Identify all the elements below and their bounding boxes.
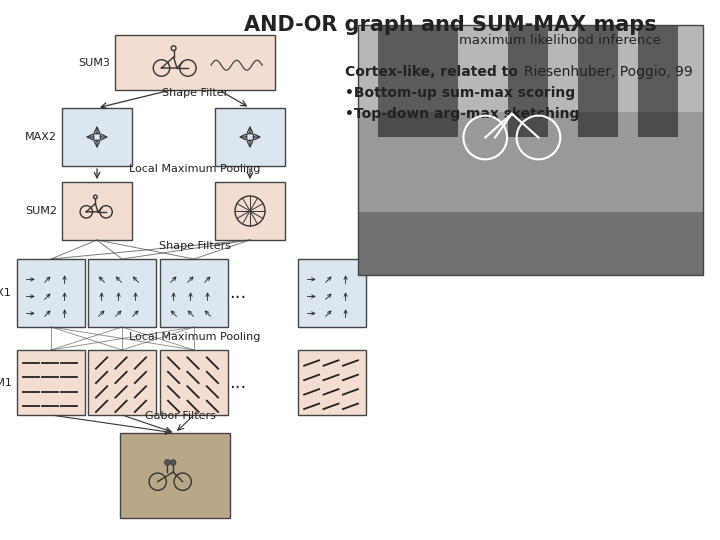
Text: SUM1: SUM1: [0, 377, 12, 388]
Text: maximum likelihood inference: maximum likelihood inference: [459, 34, 661, 47]
Bar: [88, 350, 156, 415]
Text: Shape Filter: Shape Filter: [162, 88, 228, 98]
Text: •Top-down arg-max sketching: •Top-down arg-max sketching: [345, 107, 580, 121]
Text: •Bottom-up sum-max scoring: •Bottom-up sum-max scoring: [345, 86, 575, 100]
Text: Local Maximum Pooling: Local Maximum Pooling: [130, 332, 261, 342]
Text: ...: ...: [230, 284, 247, 302]
Text: Cortex-like, related to: Cortex-like, related to: [345, 65, 523, 79]
Bar: [17, 350, 85, 415]
Text: MAX2: MAX2: [25, 132, 57, 142]
Text: SUM3: SUM3: [78, 57, 110, 68]
Bar: [17, 259, 85, 327]
Text: Riesenhuber, Poggio, 99: Riesenhuber, Poggio, 99: [524, 65, 693, 79]
Text: SUM2: SUM2: [25, 206, 57, 216]
Bar: [120, 433, 230, 518]
Bar: [215, 108, 285, 166]
Text: ...: ...: [230, 374, 247, 391]
Bar: [160, 259, 228, 327]
Bar: [115, 35, 275, 90]
Text: AND-OR graph and SUM-MAX maps: AND-OR graph and SUM-MAX maps: [243, 15, 657, 35]
Text: Local Maximum Pooling: Local Maximum Pooling: [130, 164, 261, 174]
Bar: [298, 350, 366, 415]
Text: MAX1: MAX1: [0, 288, 12, 298]
Bar: [62, 108, 132, 166]
Bar: [160, 350, 228, 415]
Bar: [215, 182, 285, 240]
Bar: [62, 182, 132, 240]
Text: Gabor Filters: Gabor Filters: [145, 411, 215, 421]
Circle shape: [164, 460, 170, 465]
Circle shape: [170, 460, 176, 465]
Text: Shape Filters: Shape Filters: [159, 241, 231, 251]
Bar: [358, 25, 703, 275]
Bar: [298, 259, 366, 327]
Bar: [88, 259, 156, 327]
